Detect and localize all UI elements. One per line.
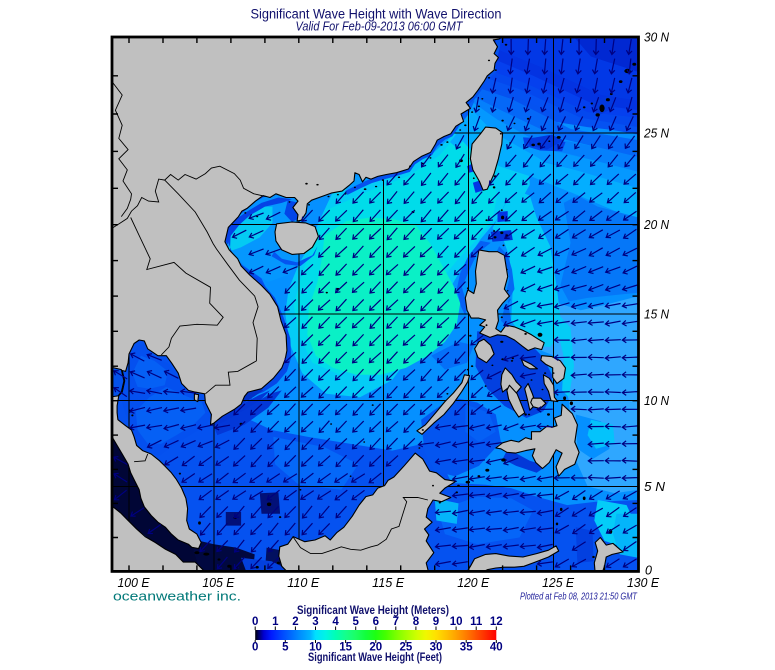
svg-text:5: 5 [352, 616, 359, 628]
svg-text:8: 8 [413, 616, 420, 628]
svg-text:1: 1 [272, 616, 279, 628]
svg-text:35: 35 [460, 642, 473, 654]
svg-text:3: 3 [312, 616, 318, 628]
svg-text:125 E: 125 E [542, 576, 575, 590]
svg-text:20: 20 [369, 642, 382, 654]
svg-text:25 N: 25 N [643, 126, 670, 140]
svg-text:Significant Wave Height with W: Significant Wave Height with Wave Direct… [251, 7, 502, 22]
svg-text:30 N: 30 N [644, 31, 670, 45]
svg-text:10 N: 10 N [644, 394, 670, 408]
svg-text:5: 5 [282, 642, 289, 654]
svg-text:30: 30 [430, 642, 443, 654]
svg-text:10: 10 [450, 616, 463, 628]
svg-text:100 E: 100 E [118, 576, 151, 590]
svg-text:40: 40 [490, 642, 503, 654]
svg-text:7: 7 [393, 616, 399, 628]
svg-text:12: 12 [490, 616, 503, 628]
svg-text:120 E: 120 E [457, 576, 490, 590]
svg-text:105 E: 105 E [202, 576, 235, 590]
svg-text:115 E: 115 E [372, 576, 405, 590]
svg-text:oceanweather inc.: oceanweather inc. [113, 589, 241, 604]
svg-text:0: 0 [252, 616, 258, 628]
svg-text:110 E: 110 E [287, 576, 320, 590]
svg-text:0: 0 [252, 642, 258, 654]
svg-text:Valid For Feb-09-2013 06:00 GM: Valid For Feb-09-2013 06:00 GMT [296, 20, 464, 34]
svg-text:11: 11 [470, 616, 483, 628]
svg-text:4: 4 [332, 616, 339, 628]
svg-text:Significant Wave Height (Meter: Significant Wave Height (Meters) [297, 603, 449, 617]
svg-text:Plotted at Feb 08, 2013 21:50: Plotted at Feb 08, 2013 21:50 GMT [520, 591, 638, 603]
svg-text:9: 9 [433, 616, 439, 628]
svg-text:15: 15 [339, 642, 352, 654]
svg-text:2: 2 [292, 616, 298, 628]
svg-text:25: 25 [400, 642, 413, 654]
svg-text:5 N: 5 N [644, 480, 666, 494]
svg-text:0: 0 [645, 564, 652, 578]
svg-text:20 N: 20 N [643, 218, 670, 232]
svg-text:Significant Wave Height (Feet): Significant Wave Height (Feet) [308, 650, 442, 664]
svg-text:6: 6 [373, 616, 379, 628]
svg-text:10: 10 [309, 642, 322, 654]
svg-text:130 E: 130 E [627, 576, 660, 590]
svg-text:15 N: 15 N [644, 307, 670, 321]
